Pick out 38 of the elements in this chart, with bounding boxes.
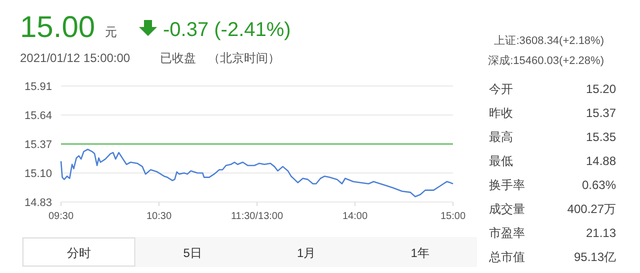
- text: 15.35: [586, 130, 616, 144]
- text: 今开: [489, 82, 513, 96]
- x-tick-label: 09:30: [48, 211, 74, 222]
- x-tick-label: 14:00: [342, 211, 368, 222]
- text: 分时: [66, 246, 91, 260]
- text: 5日: [183, 246, 202, 260]
- text: 深成:15460.03(+2.28%): [488, 54, 604, 67]
- text: 已收盘: [160, 51, 196, 65]
- text: 95.13亿: [574, 250, 616, 264]
- y-tick-label: 15.64: [24, 110, 52, 122]
- text: 市盈率: [489, 226, 525, 240]
- text: （北京时间）: [208, 51, 280, 65]
- text: 换手率: [489, 178, 525, 192]
- text: 400.27万: [567, 202, 616, 216]
- text: 1年: [410, 246, 430, 260]
- text: 1月: [297, 246, 316, 260]
- text: 14.88: [586, 154, 616, 168]
- text: 15.20: [586, 82, 616, 96]
- text: 0.63%: [582, 178, 616, 192]
- text: 15.37: [586, 106, 616, 120]
- x-tick-label: 10:30: [146, 211, 172, 222]
- text: 21.13: [586, 226, 616, 240]
- text: 昨收: [489, 106, 513, 120]
- y-tick-label: 15.91: [24, 81, 52, 93]
- text: 成交量: [489, 202, 525, 216]
- y-tick-label: 15.37: [24, 139, 52, 151]
- x-tick-label: 15:00: [440, 211, 466, 222]
- y-tick-label: 15.10: [24, 168, 52, 180]
- text: 元: [105, 25, 117, 39]
- text: -0.37 (-2.41%): [163, 19, 291, 41]
- chart-title: 15.00: [20, 11, 96, 44]
- y-tick-label: 14.83: [24, 197, 52, 209]
- text: 最高: [489, 130, 513, 144]
- text: 上证:3608.34(+2.18%): [494, 34, 604, 47]
- text: 2021/01/12 15:00:00: [20, 51, 130, 65]
- x-tick-label: 11:30/13:00: [230, 211, 284, 222]
- text: 最低: [489, 154, 513, 168]
- text: 总市值: [488, 250, 525, 264]
